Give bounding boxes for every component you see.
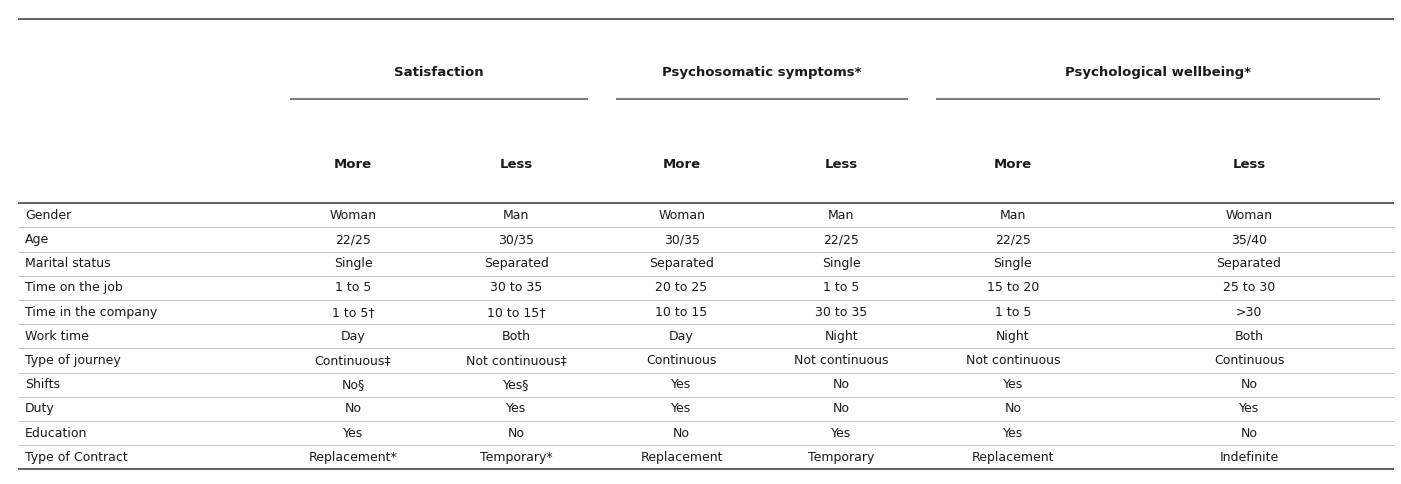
Text: 30/35: 30/35 <box>664 233 699 246</box>
Text: Type of Contract: Type of Contract <box>25 451 127 464</box>
Text: 10 to 15: 10 to 15 <box>656 306 708 318</box>
Text: 35/40: 35/40 <box>1231 233 1267 246</box>
Text: No: No <box>507 427 525 439</box>
Text: Not continuous: Not continuous <box>965 354 1061 367</box>
Text: Night: Night <box>824 330 859 343</box>
Text: 22/25: 22/25 <box>335 233 371 246</box>
Text: 1 to 5: 1 to 5 <box>824 282 859 294</box>
Text: Woman: Woman <box>329 209 377 222</box>
Text: Less: Less <box>500 158 532 171</box>
Text: Temporary: Temporary <box>808 451 874 464</box>
Text: Both: Both <box>502 330 531 343</box>
Text: Continuous‡: Continuous‡ <box>315 354 391 367</box>
Text: 20 to 25: 20 to 25 <box>656 282 708 294</box>
Text: Yes: Yes <box>831 427 852 439</box>
Text: No: No <box>832 403 850 415</box>
Text: Yes: Yes <box>1238 403 1259 415</box>
Text: Type of journey: Type of journey <box>25 354 120 367</box>
Text: 25 to 30: 25 to 30 <box>1223 282 1275 294</box>
Text: 22/25: 22/25 <box>995 233 1031 246</box>
Text: Continuous: Continuous <box>1213 354 1285 367</box>
Text: More: More <box>663 158 700 171</box>
Text: Man: Man <box>503 209 530 222</box>
Text: Indefinite: Indefinite <box>1219 451 1279 464</box>
Text: No: No <box>1005 403 1021 415</box>
Text: Satisfaction: Satisfaction <box>395 66 483 79</box>
Text: Yes: Yes <box>343 427 363 439</box>
Text: Time in the company: Time in the company <box>25 306 157 318</box>
Text: Yes: Yes <box>671 403 692 415</box>
Text: 30/35: 30/35 <box>499 233 534 246</box>
Text: Not continuous: Not continuous <box>794 354 888 367</box>
Text: Replacement: Replacement <box>640 451 723 464</box>
Text: Day: Day <box>340 330 366 343</box>
Text: More: More <box>993 158 1033 171</box>
Text: More: More <box>333 158 373 171</box>
Text: No: No <box>672 427 691 439</box>
Text: 15 to 20: 15 to 20 <box>986 282 1040 294</box>
Text: No: No <box>1240 378 1258 391</box>
Text: Temporary*: Temporary* <box>481 451 552 464</box>
Text: 30 to 35: 30 to 35 <box>815 306 867 318</box>
Text: >30: >30 <box>1236 306 1262 318</box>
Text: Education: Education <box>25 427 88 439</box>
Text: Not continuous‡: Not continuous‡ <box>465 354 567 367</box>
Text: 10 to 15†: 10 to 15† <box>488 306 545 318</box>
Text: Less: Less <box>1233 158 1265 171</box>
Text: Less: Less <box>825 158 857 171</box>
Text: Man: Man <box>1000 209 1026 222</box>
Text: Both: Both <box>1234 330 1264 343</box>
Text: 1 to 5: 1 to 5 <box>335 282 371 294</box>
Text: 22/25: 22/25 <box>824 233 859 246</box>
Text: Night: Night <box>996 330 1030 343</box>
Text: Separated: Separated <box>1216 257 1282 270</box>
Text: Psychological wellbeing*: Psychological wellbeing* <box>1065 66 1251 79</box>
Text: Woman: Woman <box>1226 209 1272 222</box>
Text: No: No <box>345 403 361 415</box>
Text: Work time: Work time <box>25 330 90 343</box>
Text: Replacement: Replacement <box>972 451 1054 464</box>
Text: Time on the job: Time on the job <box>25 282 123 294</box>
Text: No: No <box>1240 427 1258 439</box>
Text: Yes§: Yes§ <box>503 378 530 391</box>
Text: Psychosomatic symptoms*: Psychosomatic symptoms* <box>663 66 862 79</box>
Text: Duty: Duty <box>25 403 55 415</box>
Text: Age: Age <box>25 233 49 246</box>
Text: 1 to 5: 1 to 5 <box>995 306 1031 318</box>
Text: Separated: Separated <box>649 257 715 270</box>
Text: Yes: Yes <box>506 403 527 415</box>
Text: Gender: Gender <box>25 209 71 222</box>
Text: Continuous: Continuous <box>646 354 717 367</box>
Text: 30 to 35: 30 to 35 <box>490 282 542 294</box>
Text: Yes: Yes <box>671 378 692 391</box>
Text: 1 to 5†: 1 to 5† <box>332 306 374 318</box>
Text: Single: Single <box>333 257 373 270</box>
Text: Day: Day <box>670 330 693 343</box>
Text: Yes: Yes <box>1003 427 1023 439</box>
Text: Man: Man <box>828 209 855 222</box>
Text: Marital status: Marital status <box>25 257 111 270</box>
Text: No: No <box>832 378 850 391</box>
Text: No§: No§ <box>342 378 364 391</box>
Text: Replacement*: Replacement* <box>308 451 398 464</box>
Text: Yes: Yes <box>1003 378 1023 391</box>
Text: Single: Single <box>993 257 1033 270</box>
Text: Woman: Woman <box>658 209 705 222</box>
Text: Single: Single <box>822 257 860 270</box>
Text: Shifts: Shifts <box>25 378 60 391</box>
Text: Separated: Separated <box>483 257 549 270</box>
